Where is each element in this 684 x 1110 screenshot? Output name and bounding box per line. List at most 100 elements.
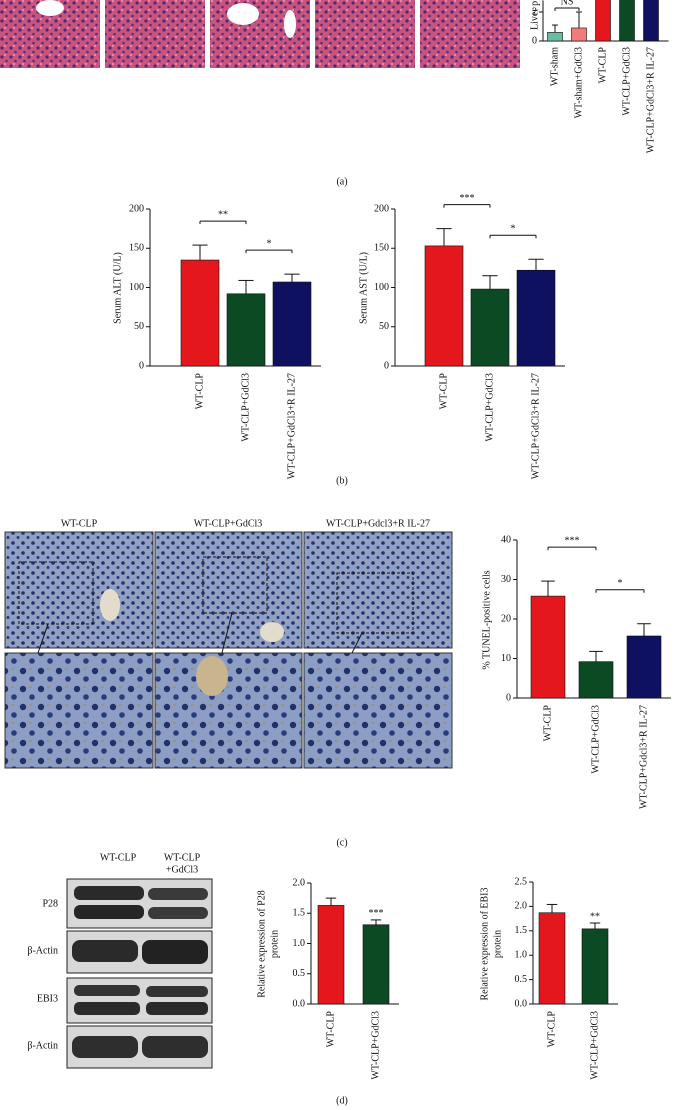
x-tick-label: WT-CLP+GdCl3	[370, 1011, 381, 1080]
blot-row: P28	[42, 898, 58, 909]
he-image	[210, 0, 310, 68]
vessel	[100, 589, 120, 621]
y-tick-label: 100	[374, 282, 389, 293]
image-caption: WT-CLP+GdCl3	[194, 518, 263, 529]
panel-label: (a)	[336, 176, 347, 187]
x-tick-label: WT-CLP	[546, 1011, 557, 1048]
x-tick-label: WT-CLP+GdCl3	[484, 373, 495, 442]
sig-label: ***	[369, 908, 384, 919]
bar	[424, 245, 464, 367]
inset-connector	[37, 623, 49, 654]
vessel	[260, 622, 284, 642]
sig-label: *	[618, 578, 623, 589]
bar	[547, 31, 563, 42]
y-tick-label: 0.5	[293, 968, 306, 979]
y-tick-label: 30	[501, 574, 511, 585]
y-tick-label: 1.5	[515, 925, 528, 936]
x-tick-label: WT-CLP	[194, 373, 205, 410]
x-tick-label: WT-sham	[549, 47, 560, 86]
he-image	[315, 0, 415, 68]
y-axis-label: protein	[269, 930, 280, 958]
blot-column: +GdCl3	[166, 864, 198, 875]
histology-a	[0, 0, 520, 68]
y-tick-label: 1.5	[293, 908, 306, 919]
inset-box	[336, 572, 414, 634]
sig-label: *	[267, 238, 272, 249]
y-tick-label: 150	[129, 243, 144, 254]
x-tick-label: WT-CLP	[325, 1011, 336, 1048]
y-tick-label: 150	[374, 243, 389, 254]
blot-strip	[66, 977, 213, 1024]
blot-band	[142, 940, 208, 964]
y-tick-label: 1.0	[293, 938, 306, 949]
y-tick-label: 10	[501, 653, 511, 664]
y-tick-label: 0	[532, 35, 537, 46]
blot-column: WT-CLP	[164, 852, 201, 863]
x-tick-label: WT-sham+GdCl3	[573, 47, 584, 118]
x-tick-label: WT-CLP+GdCl3+R IL-27	[645, 47, 656, 153]
he-image	[105, 0, 205, 68]
x-tick-label: WT-CLP	[438, 373, 449, 410]
vessel	[36, 0, 64, 16]
x-tick-label: WT-CLP+GdCl3+R IL-27	[530, 373, 541, 479]
y-tick-label: 40	[501, 534, 511, 545]
panel-label: (c)	[336, 837, 347, 848]
y-tick-label: 0	[139, 360, 144, 371]
bar	[272, 281, 312, 367]
sig-label: **	[218, 209, 228, 220]
blot-band	[146, 1002, 208, 1015]
y-tick-label: 200	[129, 203, 144, 214]
x-tick-label: WT-CLP+GdCl3	[589, 1011, 600, 1080]
x-tick-label: WT-CLP+GdCl3	[621, 47, 632, 116]
y-axis-label: Serum ALT (U/L)	[112, 252, 123, 324]
bar	[571, 27, 587, 42]
sig-label: **	[590, 911, 600, 922]
blot-band	[74, 985, 140, 996]
he-image	[420, 0, 520, 68]
sig-label: ***	[565, 535, 580, 546]
y-axis-label: Liver p	[529, 1, 540, 30]
x-tick-label: WT-CLP	[542, 705, 553, 742]
x-tick-label: WT-CLP	[597, 47, 608, 84]
y-tick-label: 0.0	[515, 998, 528, 1009]
bar	[470, 288, 510, 367]
y-tick-label: 50	[379, 321, 389, 332]
bar	[626, 635, 662, 699]
panel-label: (b)	[336, 475, 348, 486]
tunel-image	[303, 531, 453, 649]
blot-band	[74, 1002, 140, 1015]
sig-label: *	[511, 224, 516, 235]
blot-row: β-Actin	[27, 1040, 58, 1051]
blot-band	[74, 905, 144, 919]
histology-c: WT-CLP WT-CLP+GdCl3 WT-CLP+Gdcl3+R IL-27	[4, 518, 453, 769]
tunel-zoom	[154, 652, 303, 769]
x-tick-label: WT-CLP+Gdcl3+R IL-27	[638, 705, 649, 809]
y-tick-label: 0	[506, 692, 511, 703]
y-tick-label: 2.5	[515, 876, 528, 887]
y-tick-label: 20	[501, 613, 511, 624]
inset-box	[18, 561, 94, 625]
y-tick-label: 0	[384, 360, 389, 371]
bar	[516, 269, 556, 367]
blot-band	[72, 1036, 138, 1058]
bar	[578, 661, 614, 699]
y-tick-label: 2.0	[293, 877, 306, 888]
y-axis-label: Relative expression of P28	[256, 890, 267, 997]
image-caption: WT-CLP	[61, 518, 98, 529]
blot-band	[148, 888, 208, 900]
y-axis-label: protein	[492, 930, 503, 958]
y-tick-label: 100	[129, 282, 144, 293]
bar	[538, 912, 566, 1005]
blot-band	[142, 1036, 208, 1058]
tunel-zoom	[4, 652, 154, 769]
vessel	[196, 656, 228, 696]
blot-band	[148, 907, 208, 919]
x-tick-label: WT-CLP+GdCl3+R IL-27	[286, 373, 297, 479]
bar	[530, 595, 566, 699]
bar	[226, 293, 266, 367]
blot-column: WT-CLP	[100, 852, 137, 863]
y-axis-label: Relative expression of EBI3	[479, 887, 490, 1000]
sig-label: ***	[460, 193, 475, 204]
blot-row: β-Actin	[27, 945, 58, 956]
